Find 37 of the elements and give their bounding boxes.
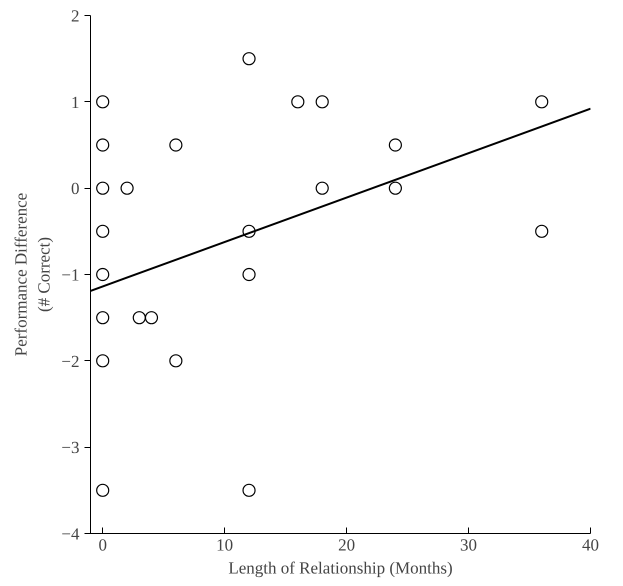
point xyxy=(535,224,548,238)
x-tick-label: 40 xyxy=(582,536,599,554)
point xyxy=(316,182,329,195)
point xyxy=(120,182,134,195)
point xyxy=(169,354,182,368)
point xyxy=(169,138,182,152)
y-tick-label: 1 xyxy=(71,92,80,112)
y-tick-label: 0 xyxy=(71,179,80,198)
point xyxy=(96,354,110,368)
point xyxy=(388,182,402,195)
y-tick-label: −4 xyxy=(61,524,80,544)
point xyxy=(316,95,329,108)
x-tick-label: 30 xyxy=(460,536,478,554)
x-tick-label: 10 xyxy=(216,536,234,554)
y-axis-title: Performance Difference (# Correct) xyxy=(12,192,54,356)
point xyxy=(96,311,110,324)
point xyxy=(132,311,146,324)
point xyxy=(242,484,256,497)
y-tick-label: −1 xyxy=(61,266,80,284)
point xyxy=(96,95,110,108)
point xyxy=(388,138,402,152)
point xyxy=(96,224,110,238)
x-tick-label: 0 xyxy=(98,536,107,554)
point xyxy=(291,95,304,108)
point xyxy=(96,268,110,282)
x-tick-label: 20 xyxy=(338,536,356,554)
y-tick-label: −2 xyxy=(61,352,80,371)
y-tick-label: 2 xyxy=(71,6,80,26)
y-tick-label: −3 xyxy=(61,438,80,458)
point xyxy=(242,52,256,66)
x-axis-title: Length of Relationship (Months) xyxy=(228,558,453,578)
point xyxy=(144,311,158,324)
point xyxy=(535,95,548,108)
point xyxy=(242,268,256,282)
point xyxy=(96,182,110,195)
point xyxy=(96,138,110,152)
point xyxy=(96,484,110,497)
